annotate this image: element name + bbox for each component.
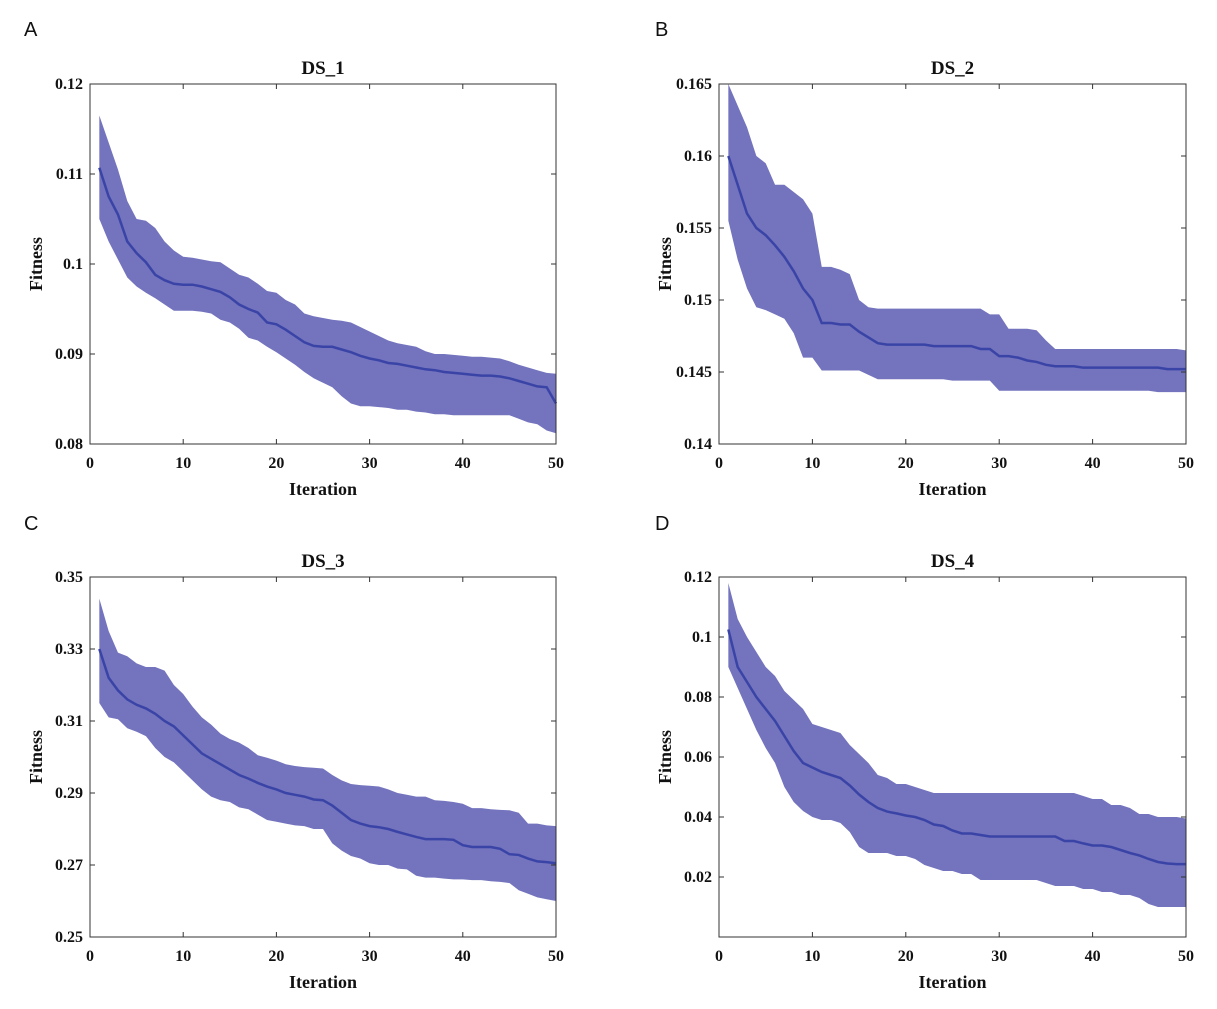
- x-tick-label: 10: [175, 948, 191, 965]
- chart-panel-d: D DS_4 0 10 20 30 40 50 0.02 0.04 0.06 0.08 0.1 0.12 I…: [655, 513, 1194, 992]
- x-tick-label: 30: [362, 455, 378, 472]
- y-tick-label: 0.08: [684, 689, 712, 706]
- plot-frame: [89, 576, 557, 938]
- x-tick-label: 10: [804, 455, 820, 472]
- x-tick-label: 20: [268, 948, 284, 965]
- y-tick-label: 0.09: [55, 346, 83, 363]
- y-axis-label: Fitness: [26, 237, 46, 291]
- confidence-band: [728, 84, 1186, 393]
- plot-frame: [718, 83, 1187, 445]
- panel-letter: D: [655, 513, 669, 535]
- x-tick-label: 30: [991, 455, 1007, 472]
- y-tick-label: 0.12: [55, 76, 83, 93]
- x-tick-label: 50: [548, 948, 564, 965]
- panel-letter: A: [24, 19, 38, 41]
- x-tick-label: 40: [1085, 455, 1101, 472]
- y-tick-label: 0.06: [684, 749, 712, 766]
- y-axis-label: Fitness: [26, 730, 46, 784]
- chart-panel-a: A DS_1 0 10 20 30 40 50 0.08 0.09 0.1 0.11 0.12 Itera…: [24, 19, 564, 499]
- chart-panel-b: B DS_2 0 10 20 30 40 50 0.14 0.145 0.15 0.155 0.16 0.…: [655, 19, 1194, 499]
- x-tick-label: 50: [1178, 948, 1194, 965]
- x-tick-label: 10: [804, 948, 820, 965]
- chart-panel-c: C DS_3 0 10 20 30 40 50 0.25 0.27 0.29 0.31 0.33 0.35…: [24, 513, 564, 992]
- chart-title: DS_1: [301, 58, 344, 79]
- y-tick-label: 0.29: [55, 785, 83, 802]
- panel-letter: B: [655, 19, 668, 41]
- x-tick-label: 40: [455, 948, 471, 965]
- y-tick-label: 0.1: [63, 256, 83, 273]
- x-tick-label: 20: [898, 948, 914, 965]
- x-tick-label: 0: [715, 948, 723, 965]
- x-tick-label: 50: [1178, 455, 1194, 472]
- confidence-band: [728, 583, 1186, 907]
- y-tick-label: 0.27: [55, 857, 83, 874]
- y-tick-label: 0.155: [676, 220, 712, 237]
- x-tick-label: 0: [86, 455, 94, 472]
- y-tick-label: 0.14: [684, 436, 712, 453]
- y-tick-label: 0.02: [684, 869, 712, 886]
- x-tick-label: 40: [1085, 948, 1101, 965]
- mean-line: [98, 167, 558, 405]
- x-axis-label: Iteration: [289, 972, 357, 992]
- y-tick-label: 0.04: [684, 809, 712, 826]
- chart-title: DS_2: [931, 58, 974, 79]
- y-tick-label: 0.31: [55, 713, 83, 730]
- y-tick-label: 0.15: [684, 292, 712, 309]
- y-tick-label: 0.25: [55, 929, 83, 946]
- y-tick-label: 0.12: [684, 569, 712, 586]
- y-axis-label: Fitness: [655, 730, 675, 784]
- panel-letter: C: [24, 513, 38, 535]
- x-tick-label: 10: [175, 455, 191, 472]
- y-tick-label: 0.1: [692, 629, 712, 646]
- x-tick-label: 0: [715, 455, 723, 472]
- x-axis-label: Iteration: [919, 972, 987, 992]
- confidence-band: [99, 598, 556, 901]
- x-tick-label: 30: [362, 948, 378, 965]
- y-tick-label: 0.35: [55, 569, 83, 586]
- mean-line: [98, 648, 557, 865]
- x-tick-label: 40: [455, 455, 471, 472]
- x-axis-label: Iteration: [289, 479, 357, 499]
- x-axis-label: Iteration: [919, 479, 987, 499]
- chart-title: DS_3: [301, 551, 344, 572]
- y-tick-label: 0.16: [684, 148, 712, 165]
- y-tick-label: 0.145: [676, 364, 712, 381]
- x-tick-label: 20: [268, 455, 284, 472]
- y-axis-label: Fitness: [655, 237, 675, 291]
- chart-title: DS_4: [931, 551, 975, 572]
- x-tick-label: 0: [86, 948, 94, 965]
- x-tick-label: 50: [548, 455, 564, 472]
- y-tick-label: 0.165: [676, 76, 712, 93]
- y-tick-label: 0.11: [56, 166, 83, 183]
- x-tick-label: 20: [898, 455, 914, 472]
- mean-line: [727, 629, 1186, 866]
- y-tick-label: 0.08: [55, 436, 83, 453]
- mean-line: [727, 155, 1186, 371]
- confidence-band: [99, 115, 556, 434]
- y-tick-label: 0.33: [55, 641, 83, 658]
- x-tick-label: 30: [991, 948, 1007, 965]
